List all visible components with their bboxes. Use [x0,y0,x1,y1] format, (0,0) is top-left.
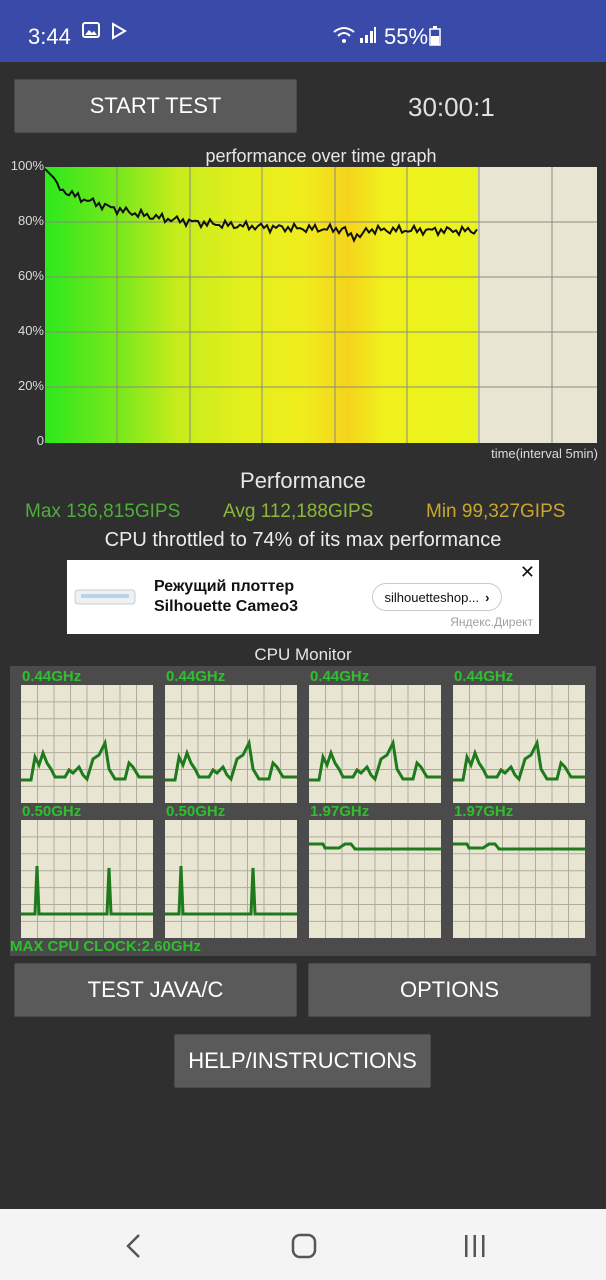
battery-percent: 55% [384,24,429,49]
test-timer: 30:00:1 [408,92,495,122]
core-5-graph [21,820,153,938]
core-4-graph [453,685,585,803]
core-8-graph [453,820,585,938]
ad-source: Яндекс.Директ [450,615,533,629]
max-gips: Max 136,815GIPS [25,501,181,522]
core-3-frequency: 0.44GHz [310,668,370,685]
core-7-frequency: 1.97GHz [310,803,370,820]
y-tick-0: 0 [36,433,44,448]
recents-icon[interactable] [463,1234,487,1263]
y-tick-80: 80% [17,213,44,228]
test-java-c-button[interactable]: TEST JAVA/C [14,963,297,1017]
core-6-graph [165,820,297,938]
performance-line [45,168,478,243]
core-2-frequency: 0.44GHz [166,668,226,685]
graph-title: performance over time graph [205,146,437,166]
ad-close-icon[interactable]: ✕ [519,562,535,582]
status-bar: 3:44 55% [0,0,606,62]
wifi-icon [333,26,355,49]
performance-graph [45,167,597,443]
signal-icon [359,26,377,49]
ad-product-image [73,582,137,610]
options-button[interactable]: OPTIONS [308,963,591,1017]
core-2-graph [165,685,297,803]
battery-icon [429,26,441,51]
ad-link-button[interactable]: silhouetteshop... › [372,583,502,611]
core-3-graph [309,685,441,803]
ad-title-line2: Silhouette Cameo3 [154,598,299,615]
x-axis-note: time(interval 5min) [491,446,598,461]
core-1-frequency: 0.44GHz [22,668,82,685]
y-tick-40: 40% [17,323,44,338]
min-gips: Min 99,327GIPS [426,501,566,522]
throttle-text: CPU throttled to 74% of its max performa… [104,529,502,551]
start-test-button[interactable]: START TEST [14,79,297,133]
y-tick-60: 60% [17,268,44,283]
y-tick-20: 20% [17,378,44,393]
home-icon[interactable] [291,1233,317,1264]
gallery-icon [82,22,100,43]
core-4-frequency: 0.44GHz [454,668,514,685]
avg-gips: Avg 112,188GIPS [223,501,374,522]
navigation-bar [0,1209,606,1280]
graph-grid [45,167,597,443]
play-store-icon [110,22,128,45]
core-7-graph [309,820,441,938]
chevron-right-icon: › [485,589,490,605]
ad-title-line1: Режущий плоттер [154,578,295,595]
cpu-monitor-title: CPU Monitor [254,645,352,664]
core-8-frequency: 1.97GHz [454,803,514,820]
status-time: 3:44 [28,24,71,49]
max-cpu-clock: MAX CPU CLOCK:2.60GHz [10,938,201,955]
ad-link-text: silhouetteshop... [384,589,480,605]
back-icon[interactable] [124,1233,144,1264]
help-instructions-button[interactable]: HELP/INSTRUCTIONS [174,1034,431,1088]
y-tick-100: 100% [10,158,44,173]
performance-title: Performance [240,468,366,493]
core-6-frequency: 0.50GHz [166,803,226,820]
ad-banner[interactable]: Режущий плоттер Silhouette Cameo3 silhou… [67,560,539,634]
core-1-graph [21,685,153,803]
core-5-frequency: 0.50GHz [22,803,82,820]
